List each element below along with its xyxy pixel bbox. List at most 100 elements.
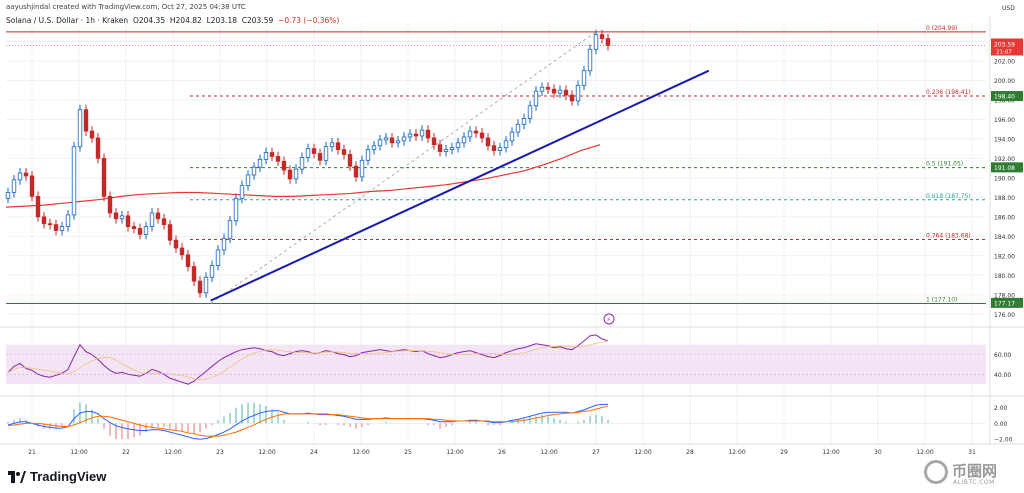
rsi-ma-line: [7, 340, 609, 380]
candle-body: [131, 226, 137, 229]
time-axis-label: 23: [216, 449, 224, 456]
candle-body: [581, 70, 587, 86]
candle-body: [101, 157, 107, 197]
candle-body: [167, 224, 173, 241]
time-axis-label: 12:00: [916, 449, 933, 456]
price-tick-label: 176.00: [994, 312, 1015, 319]
candle-body: [563, 89, 569, 96]
candle-body: [347, 154, 353, 167]
alert-icon-glyph: ⚡: [607, 317, 611, 324]
macd-line: [7, 403, 608, 440]
candle-body: [437, 144, 443, 152]
candle-body: [557, 89, 563, 94]
candle-body: [341, 149, 347, 155]
time-axis-label: 21: [28, 449, 36, 456]
tradingview-logo[interactable]: TradingView: [8, 469, 106, 484]
candle-body: [395, 140, 401, 144]
fib-level-label: 0.5 (191.05): [926, 161, 963, 168]
time-axis-label: 12:00: [634, 449, 651, 456]
watermark-url: ALIBTC.COM: [953, 479, 995, 486]
fib-level-label: 0 (204.99): [926, 25, 957, 32]
current-price-countdown: 21:07: [996, 49, 1012, 55]
candle-body: [53, 224, 59, 231]
candle-body: [257, 158, 263, 168]
candle-body: [515, 123, 521, 133]
candle-body: [431, 137, 437, 146]
current-price-label: 203.59: [994, 41, 1015, 48]
macd-signal-line: [7, 405, 609, 437]
price-tick-label: 192.00: [994, 156, 1015, 163]
time-axis-label: 12:00: [352, 449, 369, 456]
candle-body: [113, 212, 119, 220]
candle-body: [359, 159, 365, 178]
tradingview-logo-icon: [8, 470, 26, 483]
candle-body: [311, 148, 317, 154]
candle-body: [383, 137, 389, 141]
candle-body: [491, 145, 497, 151]
candle-body: [41, 216, 47, 225]
candle-body: [509, 131, 515, 142]
time-axis-label: 29: [780, 449, 788, 456]
candle-body: [419, 129, 425, 137]
candle-body: [179, 247, 185, 256]
price-tick-label: 186.00: [994, 214, 1015, 221]
open-value: O204.35: [132, 16, 166, 25]
rsi-tick-label: 60.00: [994, 352, 1011, 359]
price-marker-label: 198.40: [994, 94, 1015, 101]
candle-body: [425, 129, 431, 139]
candle-body: [575, 84, 581, 102]
candle-body: [89, 130, 95, 139]
candle-body: [47, 223, 53, 226]
candle-body: [551, 88, 557, 94]
candle-body: [335, 142, 341, 151]
candle-body: [401, 136, 407, 142]
candle-body: [449, 147, 455, 151]
candle-body: [221, 237, 227, 251]
candle-body: [407, 133, 413, 138]
candle-body: [143, 226, 149, 235]
candle-body: [473, 130, 479, 134]
price-tick-label: 202.00: [994, 58, 1015, 65]
candle-body: [305, 148, 311, 158]
rsi-tick-label: 40.00: [994, 372, 1011, 379]
symbol-name[interactable]: Solana / U.S. Dollar · 1h · Kraken: [6, 16, 129, 25]
candle-body: [533, 90, 539, 107]
candle-body: [173, 239, 179, 249]
candle-body: [323, 146, 329, 161]
low-value: L203.18: [206, 16, 237, 25]
candle-body: [5, 192, 11, 199]
fib-level-label: 0.236 (198.41): [926, 89, 971, 96]
candle-body: [275, 156, 281, 162]
candle-body: [209, 265, 215, 278]
candle-body: [239, 185, 245, 199]
candle-body: [317, 153, 323, 161]
candle-body: [11, 179, 17, 193]
tradingview-logo-text: TradingView: [30, 469, 107, 484]
candle-body: [455, 142, 461, 149]
candle-body: [599, 34, 605, 39]
candle-body: [593, 34, 599, 50]
macd-tick-label: 2.00: [994, 405, 1008, 412]
chart-credit: aayushjindal created with TradingView.co…: [6, 3, 246, 11]
candle-body: [353, 165, 359, 178]
price-marker-label: 177.17: [994, 300, 1015, 307]
candle-body: [149, 212, 155, 227]
price-marker-box: [991, 162, 1023, 173]
watermark-title: 币圈网: [952, 462, 998, 480]
candle-body: [203, 276, 209, 294]
candle-body: [461, 136, 467, 144]
time-axis-label: 12:00: [70, 449, 87, 456]
candle-body: [197, 280, 203, 294]
candle-body: [287, 169, 293, 180]
candle-body: [29, 175, 35, 197]
candle-body: [71, 146, 77, 216]
price-tick-label: 188.00: [994, 195, 1015, 202]
candle-body: [23, 172, 29, 177]
candle-body: [35, 195, 41, 218]
candle-body: [281, 160, 287, 171]
candle-body: [107, 195, 113, 214]
price-marker-box: [991, 297, 1023, 308]
candle-body: [587, 48, 593, 72]
time-axis-label: 30: [874, 449, 882, 456]
